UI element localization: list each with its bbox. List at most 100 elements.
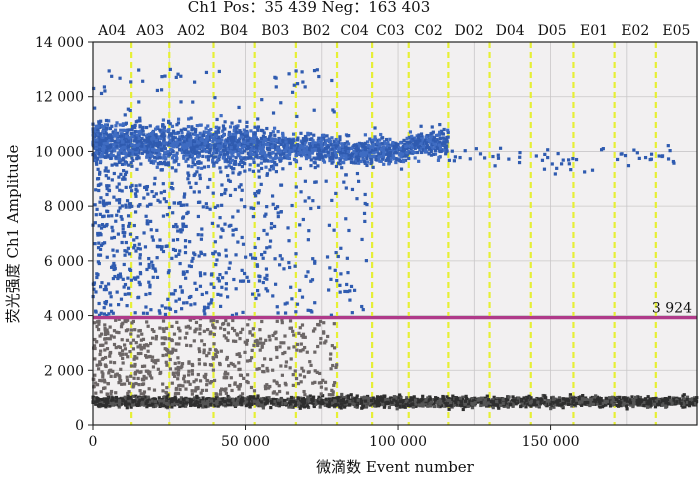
- negative-rain: [136, 351, 140, 356]
- positive-droplet: [388, 148, 392, 153]
- negative-rain: [95, 340, 99, 344]
- positive-droplet: [110, 163, 114, 167]
- positive-droplet: [273, 145, 277, 150]
- negative-droplet: [443, 404, 447, 408]
- negative-rain: [92, 346, 96, 350]
- negative-rain: [121, 356, 125, 360]
- negative-rain: [126, 318, 130, 322]
- positive-droplet: [138, 146, 142, 150]
- positive-droplet: [254, 151, 259, 155]
- negative-droplet: [143, 395, 147, 399]
- negative-rain: [133, 362, 137, 367]
- negative-rain: [164, 353, 169, 357]
- positive-droplet: [167, 133, 172, 137]
- positive-droplet: [197, 136, 201, 140]
- negative-rain: [165, 386, 169, 390]
- positive-droplet: [357, 161, 361, 165]
- negative-droplet: [486, 404, 490, 408]
- negative-rain: [135, 369, 139, 373]
- negative-rain: [104, 341, 108, 345]
- negative-droplet: [349, 393, 353, 397]
- negative-droplet: [618, 403, 622, 408]
- negative-rain: [131, 347, 136, 351]
- positive-droplet: [379, 132, 383, 137]
- negative-rain: [108, 337, 112, 341]
- positive-droplet: [413, 150, 417, 155]
- positive-droplet: [232, 137, 236, 142]
- positive-droplet: [194, 151, 198, 155]
- negative-droplet: [204, 397, 209, 401]
- positive-droplet: [223, 120, 227, 124]
- negative-rain: [205, 383, 209, 387]
- negative-rain: [284, 360, 289, 364]
- positive-droplet: [307, 155, 311, 159]
- negative-rain: [212, 342, 216, 346]
- negative-droplet: [693, 398, 697, 402]
- positive-droplet: [163, 129, 167, 133]
- negative-droplet: [428, 398, 432, 402]
- positive-droplet: [331, 153, 335, 158]
- negative-rain: [106, 337, 110, 341]
- negative-droplet: [467, 404, 471, 408]
- negative-droplet: [433, 398, 437, 402]
- positive-droplet: [254, 142, 258, 146]
- positive-droplet: [217, 154, 222, 159]
- negative-droplet: [343, 395, 347, 400]
- negative-rain: [192, 339, 196, 343]
- negative-droplet: [454, 397, 458, 401]
- negative-droplet: [505, 404, 510, 408]
- positive-droplet: [191, 152, 195, 156]
- negative-droplet: [206, 399, 210, 404]
- negative-rain: [285, 391, 290, 395]
- negative-droplet: [331, 397, 335, 401]
- positive-droplet: [407, 135, 411, 139]
- negative-droplet: [377, 398, 381, 402]
- negative-rain: [209, 319, 213, 323]
- negative-droplet: [404, 399, 408, 404]
- negative-rain: [148, 341, 153, 346]
- negative-rain: [174, 391, 178, 395]
- positive-droplet: [407, 149, 411, 153]
- negative-droplet: [589, 397, 593, 401]
- positive-droplet: [173, 140, 178, 145]
- negative-rain: [132, 382, 136, 386]
- negative-droplet: [549, 406, 553, 411]
- negative-rain: [224, 391, 228, 395]
- negative-droplet: [463, 402, 467, 406]
- negative-droplet: [426, 396, 430, 400]
- negative-rain: [172, 332, 177, 336]
- positive-droplet: [227, 164, 231, 168]
- negative-droplet: [660, 403, 665, 407]
- negative-droplet: [439, 399, 443, 403]
- negative-rain: [245, 338, 249, 343]
- negative-rain: [233, 364, 237, 368]
- positive-droplet: [338, 162, 342, 166]
- negative-droplet: [103, 399, 107, 403]
- negative-droplet: [171, 397, 175, 401]
- positive-droplet: [304, 157, 309, 161]
- positive-droplet: [237, 142, 241, 147]
- negative-rain: [111, 369, 115, 374]
- negative-droplet: [360, 396, 364, 400]
- negative-droplet: [184, 404, 188, 408]
- positive-droplet: [427, 134, 431, 138]
- positive-droplet: [384, 158, 388, 162]
- negative-droplet: [398, 393, 402, 397]
- negative-droplet: [432, 402, 436, 406]
- positive-droplet: [396, 142, 400, 147]
- positive-droplet: [99, 119, 103, 123]
- positive-droplet: [371, 148, 375, 152]
- negative-droplet: [456, 400, 460, 405]
- negative-droplet: [508, 402, 512, 406]
- positive-droplet: [355, 144, 359, 148]
- negative-rain: [237, 352, 241, 356]
- positive-droplet: [124, 155, 128, 159]
- positive-droplet: [148, 147, 152, 151]
- negative-rain: [214, 352, 218, 357]
- positive-droplet: [375, 154, 379, 158]
- positive-droplet: [254, 154, 258, 158]
- negative-droplet: [632, 401, 636, 405]
- negative-droplet: [442, 398, 446, 402]
- positive-droplet: [202, 149, 206, 153]
- positive-droplet: [116, 131, 120, 135]
